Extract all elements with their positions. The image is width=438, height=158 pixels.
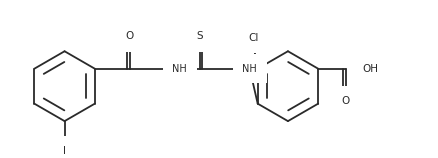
Text: NH: NH — [242, 64, 257, 74]
Text: OH: OH — [362, 64, 378, 74]
Text: O: O — [342, 96, 350, 106]
Text: NH: NH — [173, 64, 187, 74]
Text: S: S — [196, 31, 203, 41]
Text: I: I — [63, 146, 66, 156]
Text: Cl: Cl — [248, 33, 258, 43]
Text: O: O — [126, 31, 134, 41]
